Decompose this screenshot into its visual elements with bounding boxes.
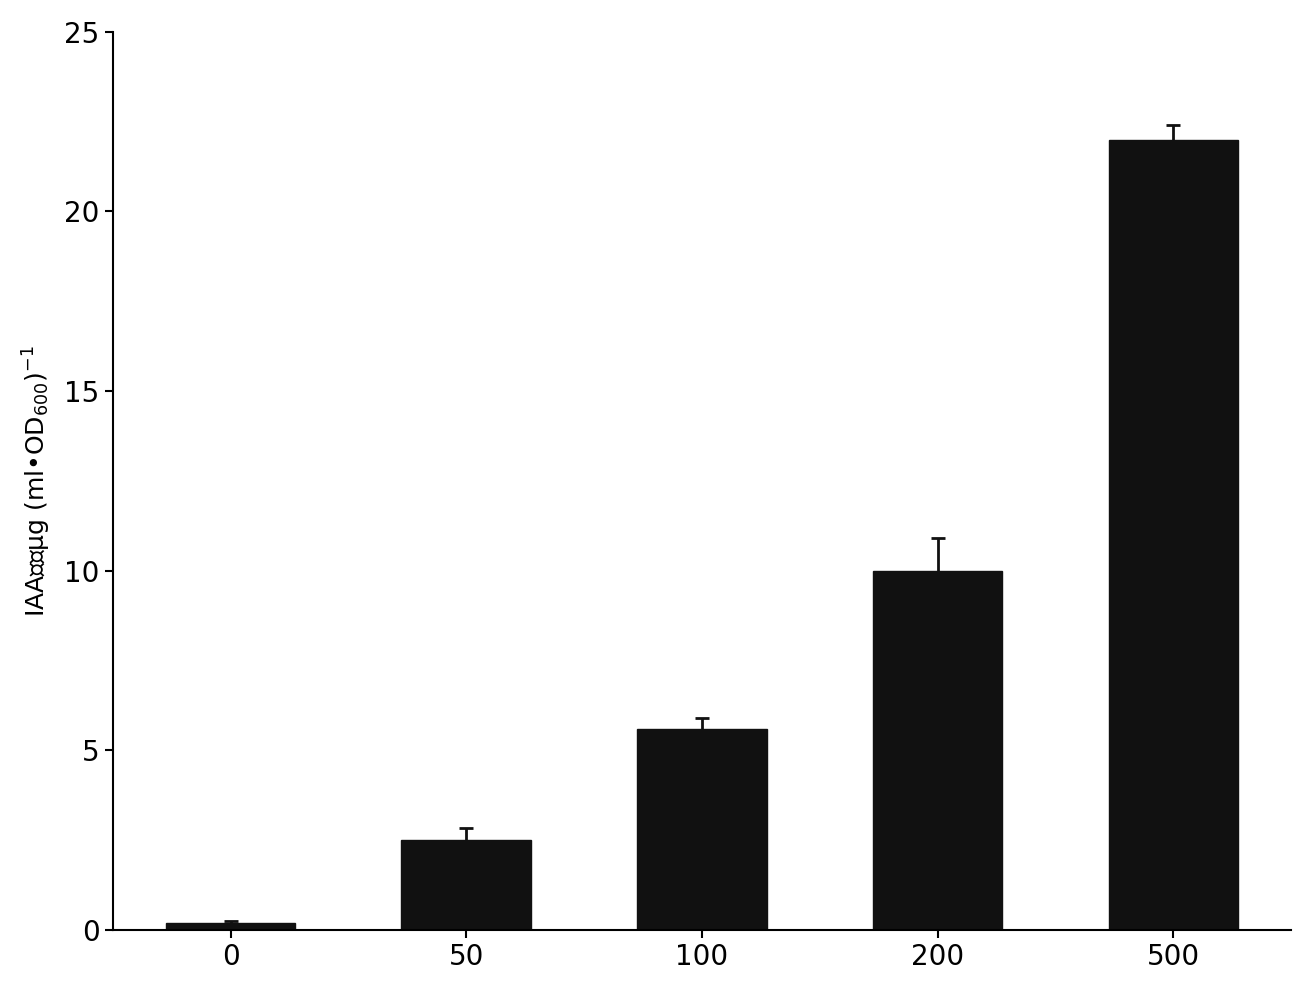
Bar	[872, 570, 1002, 930]
Bar	[165, 923, 295, 930]
Bar	[1109, 140, 1239, 930]
Bar	[401, 840, 531, 930]
Bar	[638, 729, 766, 930]
Y-axis label: IAA浓度μg (ml•OD$_{600}$)$^{-1}$: IAA浓度μg (ml•OD$_{600}$)$^{-1}$	[21, 345, 52, 617]
